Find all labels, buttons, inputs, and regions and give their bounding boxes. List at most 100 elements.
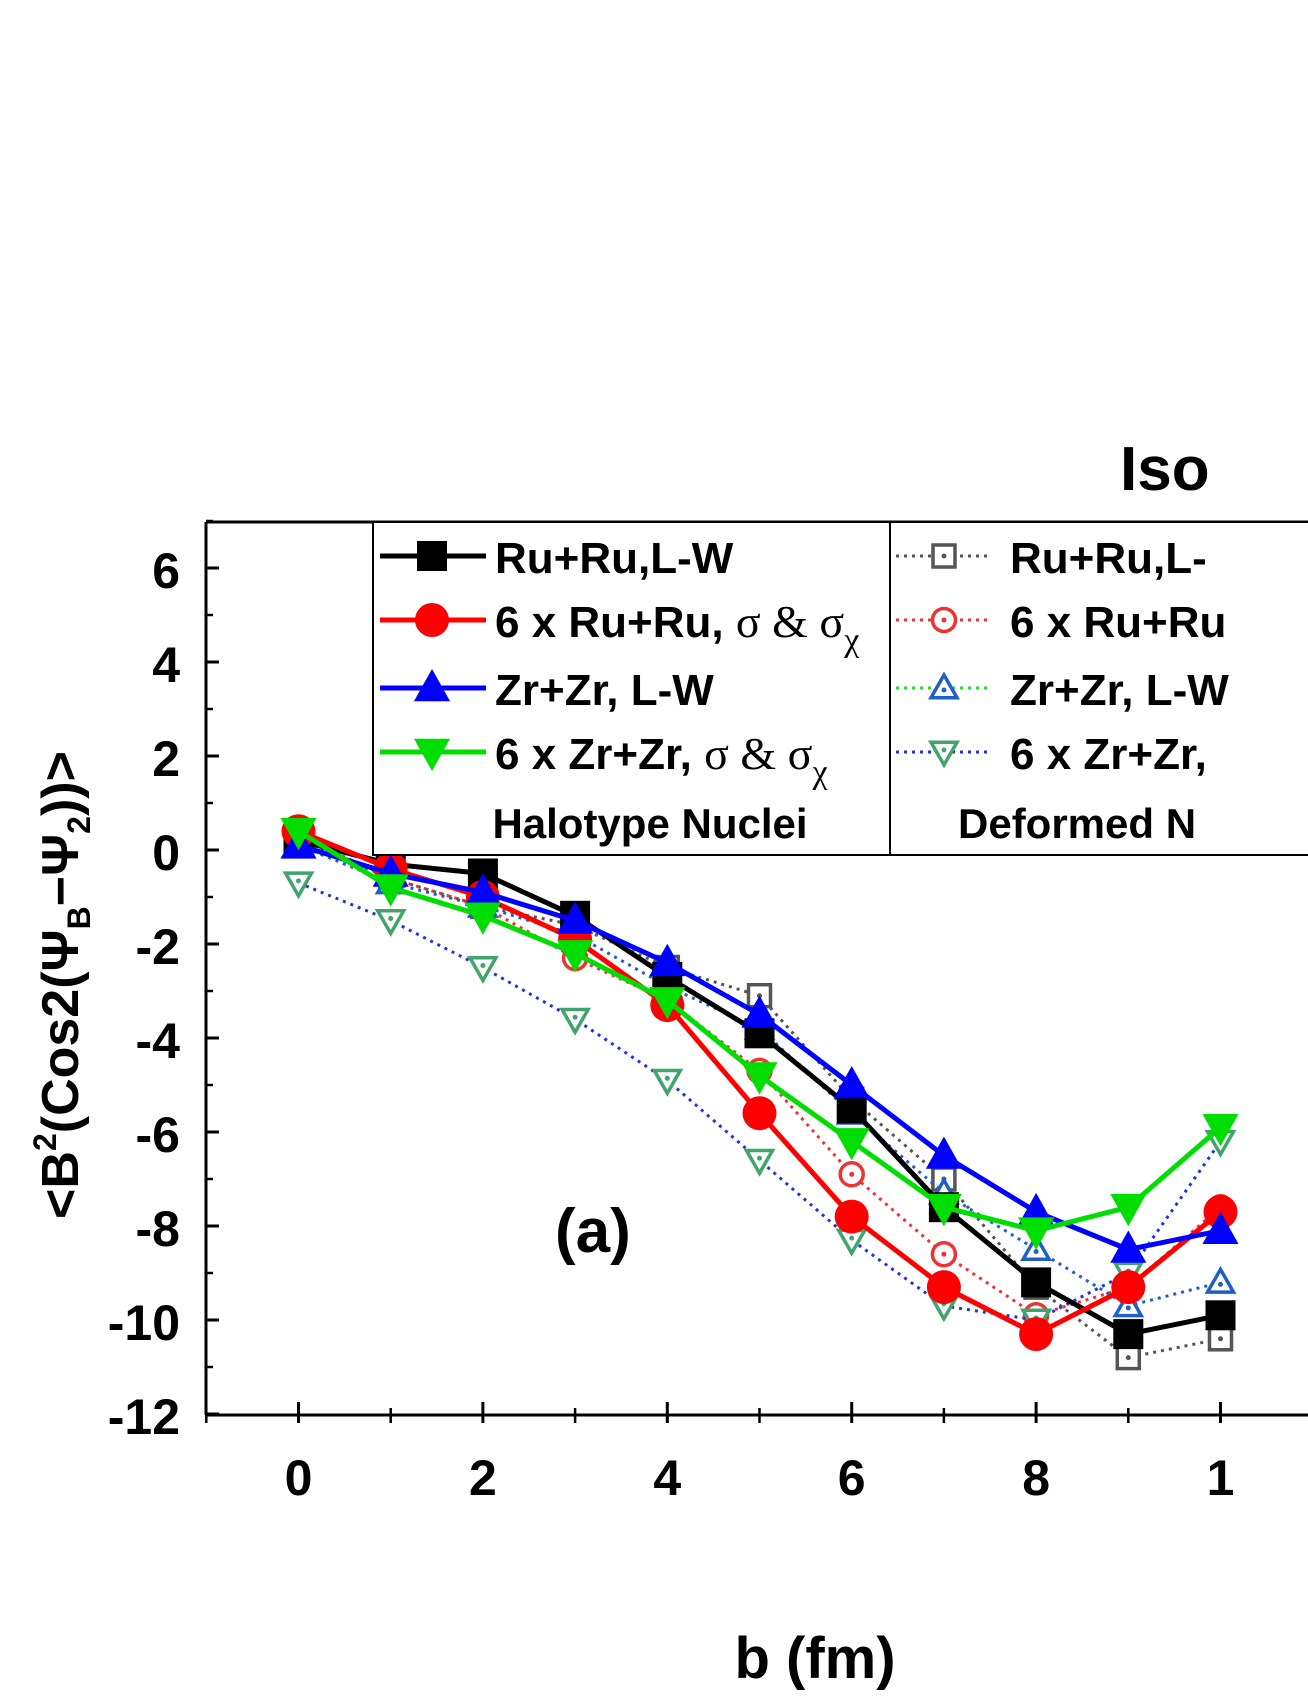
data-point-zr_lw_def (1204, 1265, 1237, 1294)
legend-label-sub: χ (843, 622, 859, 659)
data-point-zr_6x (557, 940, 594, 973)
data-point-zr_6x_def-dot (849, 1235, 855, 1241)
legend-marker-ru_lw (417, 541, 447, 571)
panel-label: (a) (555, 1197, 631, 1266)
data-point-zr_lw (1110, 1230, 1147, 1263)
series-line-zr_6x_def (297, 881, 1222, 1322)
legend-label-zr_lw_def: Zr+Zr, L-W (1010, 666, 1229, 715)
data-point-zr_lw_def (1112, 1289, 1145, 1318)
data-point-ru_6x_def-dot (941, 1251, 947, 1257)
y-tick-label: -12 (108, 1389, 180, 1445)
legend-marker-ru_6x_def-dot (941, 617, 947, 623)
data-point-zr_6x (464, 902, 501, 935)
legend-marker-zr_6x_def (927, 740, 961, 769)
data-point-zr_6x (1018, 1217, 1055, 1250)
legend-marker-zr_lw_def-dot (941, 687, 947, 693)
y-label-sub1: B (61, 906, 97, 929)
data-point-ru_6x (742, 1096, 777, 1131)
y-label-sub2: 2 (61, 816, 97, 834)
legend-marker-zr_lw_def (927, 671, 961, 700)
y-tick-label: 6 (152, 543, 180, 599)
data-point-ru_lw (836, 1093, 867, 1124)
data-point-zr_6x_def-dot (296, 878, 301, 884)
data-point-zr_lw (833, 1066, 870, 1099)
plot-area: 6 4 2 0 -2 -4 -6 -8 -10 -12 0 2 4 6 8 1 (108, 519, 1308, 1506)
legend-marker-zr_6x (413, 738, 451, 771)
y-label-prefix: <B (32, 1151, 90, 1219)
legend-marker-zr_6x_def-dot (941, 747, 947, 753)
data-point-zr_lw (1018, 1192, 1055, 1226)
data-point-zr_6x_def-dot (480, 963, 486, 968)
data-point-zr_lw_def-dot (1218, 1281, 1223, 1287)
data-point-ru_lw (1205, 1300, 1236, 1331)
y-tick-label: -6 (136, 1107, 180, 1163)
svg-text:<B2(Cos2(ΨB−Ψ2))>: <B2(Cos2(ΨB−Ψ2))> (27, 751, 97, 1219)
data-point-zr_6x_def-dot (757, 1155, 762, 1161)
data-point-zr_6x (280, 817, 317, 851)
legend-group-title-halotype: Halotype Nuclei (492, 800, 807, 847)
y-tick-label: -2 (136, 919, 180, 975)
data-point-zr_6x (649, 987, 686, 1020)
data-point-zr_lw (464, 873, 501, 906)
chart-title-fragment: Iso (1120, 435, 1210, 504)
legend-marker-ru_lw_def-dot (941, 553, 947, 559)
data-point-zr_6x_def-dot (664, 1075, 670, 1081)
legend-label-sigma: σ & σ (736, 596, 845, 647)
legend-marker-ru_6x (415, 603, 449, 637)
data-point-zr_lw (1202, 1211, 1239, 1244)
legend-label-ru_lw_def: Ru+Ru,L- (1010, 534, 1207, 583)
y-axis-label: <B2(Cos2(ΨB−Ψ2))> (27, 751, 97, 1219)
data-point-ru_lw (1021, 1267, 1052, 1298)
data-point-ru_6x_def-dot (849, 1171, 855, 1177)
x-tick-label: 8 (1022, 1450, 1050, 1506)
y-label-dash: −Ψ (32, 834, 90, 906)
data-point-zr_6x_def (374, 909, 407, 938)
legend-label-zr_lw: Zr+Zr, L-W (495, 666, 714, 715)
y-label-sup: 2 (27, 1133, 63, 1151)
data-point-ru_6x (1019, 1317, 1054, 1352)
legend-box-deformed (889, 521, 1308, 856)
legend-label-ru_6x_def: 6 x Ru+Ru (1010, 598, 1226, 647)
data-point-zr_lw_def-dot (1125, 1305, 1131, 1311)
y-tick-label: -10 (108, 1295, 180, 1351)
data-point-zr_6x_def (743, 1148, 776, 1177)
data-point-zr_lw (925, 1136, 962, 1169)
legend-label-sub: χ (811, 754, 827, 791)
legend-label-zr_6x: 6 x Zr+Zr, σ & σχ (495, 728, 828, 791)
data-point-ru_6x (926, 1270, 961, 1305)
data-point-zr_6x (833, 1128, 870, 1161)
x-tick-label: 0 (285, 1450, 313, 1506)
y-tick-label: 4 (152, 637, 180, 693)
data-point-zr_lw (741, 995, 778, 1028)
legend-marker-zr_lw (413, 669, 451, 702)
data-point-ru_6x (834, 1199, 869, 1234)
legend-label-ru_6x: 6 x Ru+Ru, σ & σχ (495, 596, 859, 659)
legend-label-main: 6 x Zr+Zr, (495, 730, 704, 779)
y-label-suffix: ))> (32, 751, 90, 816)
legend-label-sigma: σ & σ (704, 728, 813, 779)
data-point-zr_6x (741, 1062, 778, 1095)
legend-label-ru_lw: Ru+Ru,L-W (495, 534, 734, 583)
data-point-zr_lw_def-dot (1033, 1249, 1039, 1254)
x-tick-label: 4 (653, 1450, 681, 1506)
data-point-zr_6x_def (835, 1228, 868, 1257)
x-axis-label: b (fm) (734, 1626, 895, 1691)
data-point-zr_6x (1110, 1193, 1147, 1227)
series-line-ru_lw_def (297, 839, 1221, 1360)
data-point-zr_6x_def-dot (572, 1014, 578, 1020)
x-tick-label: 2 (469, 1450, 497, 1506)
y-tick-label: 2 (152, 731, 180, 787)
data-point-ru_lw_def-dot (1125, 1355, 1131, 1361)
data-point-ru_6x (1111, 1270, 1146, 1305)
data-point-zr_6x_def (651, 1068, 684, 1097)
y-label-middle: (Cos2(Ψ (32, 929, 90, 1133)
legend-group-title-deformed: Deformed N (958, 800, 1196, 847)
y-tick-label: -4 (136, 1013, 181, 1069)
data-point-zr_6x_def (282, 871, 315, 900)
y-tick-label: -8 (136, 1201, 180, 1257)
legend-label-main: 6 x Ru+Ru, (495, 598, 736, 647)
data-point-zr_lw (649, 943, 686, 977)
